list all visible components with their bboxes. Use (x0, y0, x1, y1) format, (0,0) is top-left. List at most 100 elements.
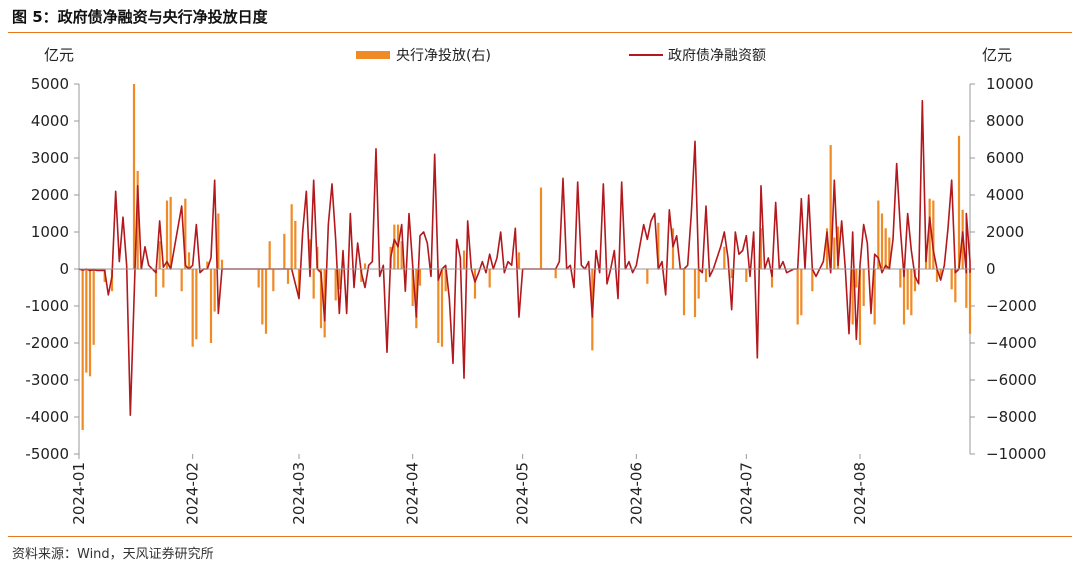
bar (873, 269, 876, 325)
bar (257, 269, 260, 288)
bar (88, 269, 92, 377)
bar (759, 228, 763, 269)
right-tick-label: −10000 (986, 445, 1046, 463)
x-tick-label: 2024-07 (737, 462, 755, 525)
x-tick-labels: 2024-01 2024-02 2024-03 2024-04 2024-05 2024-… (70, 454, 869, 525)
bar (393, 224, 396, 269)
bottom-divider (8, 536, 1072, 537)
right-tick-label: 4000 (986, 186, 1024, 204)
bar (209, 269, 213, 343)
bar (191, 269, 194, 347)
left-tick-label: 2000 (31, 186, 69, 204)
x-tick-label: 2024-06 (627, 462, 645, 525)
left-tick-label: -1000 (25, 297, 69, 315)
bar (968, 269, 972, 334)
bar (85, 269, 88, 373)
bar (880, 213, 884, 269)
bar (195, 269, 198, 340)
bar (132, 84, 136, 269)
right-axis: 亿元 10000 8000 6000 4000 2000 0 −2000 −4000 −6000… (969, 46, 1046, 463)
bar (294, 220, 297, 269)
chart: 亿元 500040003000200010000-1000-2000-3000-… (25, 46, 1046, 525)
left-tick-label: 0 (59, 260, 69, 278)
bar (338, 269, 341, 290)
bar (437, 269, 440, 343)
bar (704, 269, 708, 282)
x-tick-label: 2024-02 (184, 462, 202, 525)
bar (858, 269, 862, 345)
bar (888, 237, 891, 269)
bar (418, 269, 422, 286)
right-tick-labels: 10000 8000 6000 4000 2000 0 −2000 −4000 −6000 −80… (970, 75, 1046, 463)
bar (462, 250, 466, 269)
bar (473, 269, 477, 299)
bar (671, 228, 675, 269)
bar (902, 269, 906, 325)
bar (334, 269, 337, 301)
bar (206, 261, 209, 269)
x-tick-label: 2024-04 (404, 462, 422, 525)
bar (411, 269, 414, 306)
bar (81, 269, 84, 430)
bar (950, 269, 953, 290)
bar (444, 269, 447, 292)
bar (264, 269, 268, 334)
bar (539, 187, 543, 269)
bar (217, 213, 220, 269)
right-tick-label: 6000 (986, 149, 1024, 167)
bar (286, 269, 290, 284)
government-bond-line (78, 99, 971, 416)
bar (693, 269, 697, 318)
left-tick-label: -3000 (25, 371, 69, 389)
bar (290, 204, 293, 269)
bar (517, 252, 521, 269)
left-tick-label: 5000 (31, 75, 69, 93)
bar (554, 269, 557, 279)
bar (745, 269, 748, 282)
left-tick-label: 3000 (31, 149, 69, 167)
bar (308, 239, 312, 269)
bar (811, 269, 814, 292)
bar (283, 233, 286, 269)
bar (646, 269, 649, 284)
right-tick-label: −4000 (986, 334, 1037, 352)
bar (932, 200, 935, 269)
bar (906, 269, 909, 310)
bar (162, 269, 165, 288)
bar (261, 269, 264, 325)
bar (415, 269, 418, 329)
right-tick-label: −8000 (986, 408, 1037, 426)
bar (899, 269, 902, 288)
bar (297, 269, 301, 294)
bar (877, 200, 880, 269)
right-tick-label: 8000 (986, 112, 1024, 130)
bar (136, 170, 139, 269)
bar (825, 228, 829, 269)
bar (165, 200, 169, 269)
top-divider (8, 32, 1072, 33)
bar (319, 269, 323, 329)
bar (272, 269, 275, 292)
left-axis-unit: 亿元 (44, 46, 74, 64)
bar (440, 269, 444, 347)
bar (910, 269, 913, 316)
left-tick-label: -5000 (25, 445, 69, 463)
bar (855, 269, 858, 288)
bar (180, 269, 183, 292)
right-axis-unit: 亿元 (982, 46, 1012, 64)
bar (184, 198, 187, 269)
left-axis: 亿元 5000 4000 3000 2000 1000 0 -1000 -2000 -3000 -… (25, 46, 80, 463)
bar (92, 269, 95, 345)
bar (400, 241, 403, 269)
bar (939, 269, 942, 277)
bar (965, 269, 968, 308)
x-tick-label: 2024-08 (851, 462, 869, 525)
bar (154, 269, 158, 297)
source-note: 资料来源：Wind，天风证券研究所 (12, 547, 214, 562)
left-tick-label: -2000 (25, 334, 69, 352)
bar (800, 269, 803, 316)
left-tick-labels: 5000 4000 3000 2000 1000 0 -1000 -2000 -3000 -400… (25, 75, 79, 463)
x-tick-label: 2024-01 (70, 462, 88, 525)
legend-line-label: 政府债净融资额 (668, 48, 766, 64)
bar (935, 269, 939, 282)
